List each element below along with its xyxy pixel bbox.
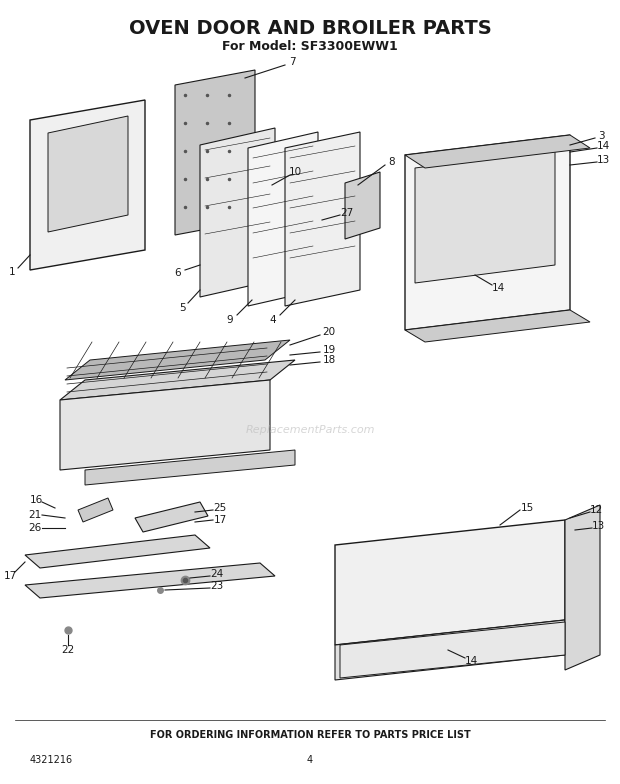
Text: 17: 17 xyxy=(3,571,17,581)
Polygon shape xyxy=(175,70,255,235)
Polygon shape xyxy=(48,116,128,232)
Text: FOR ORDERING INFORMATION REFER TO PARTS PRICE LIST: FOR ORDERING INFORMATION REFER TO PARTS … xyxy=(149,730,471,740)
Text: 14: 14 xyxy=(464,656,477,666)
Polygon shape xyxy=(135,502,208,532)
Text: 21: 21 xyxy=(29,510,42,520)
Text: 13: 13 xyxy=(596,155,609,165)
Text: OVEN DOOR AND BROILER PARTS: OVEN DOOR AND BROILER PARTS xyxy=(128,19,492,38)
Text: 24: 24 xyxy=(210,569,224,579)
Text: 13: 13 xyxy=(591,521,604,531)
Text: ReplacementParts.com: ReplacementParts.com xyxy=(246,425,374,435)
Text: 15: 15 xyxy=(520,503,534,513)
Text: 4: 4 xyxy=(270,315,277,325)
Polygon shape xyxy=(405,310,590,342)
Polygon shape xyxy=(285,132,360,306)
Text: 27: 27 xyxy=(340,208,353,218)
Polygon shape xyxy=(405,135,570,330)
Text: 4321216: 4321216 xyxy=(30,755,73,765)
Polygon shape xyxy=(25,563,275,598)
Text: 26: 26 xyxy=(29,523,42,533)
Text: 4: 4 xyxy=(307,755,313,765)
Text: 25: 25 xyxy=(213,503,227,513)
Text: 10: 10 xyxy=(288,167,301,177)
Text: 3: 3 xyxy=(598,131,604,141)
Text: 16: 16 xyxy=(29,495,43,505)
Polygon shape xyxy=(340,622,565,678)
Text: 6: 6 xyxy=(175,268,181,278)
Text: 19: 19 xyxy=(322,345,335,355)
Polygon shape xyxy=(65,340,290,380)
Text: 22: 22 xyxy=(61,645,74,655)
Text: 1: 1 xyxy=(9,267,16,277)
Polygon shape xyxy=(200,128,275,297)
Text: 12: 12 xyxy=(590,505,603,515)
Polygon shape xyxy=(335,620,565,680)
Text: 20: 20 xyxy=(322,327,335,337)
Polygon shape xyxy=(248,132,318,306)
Text: For Model: SF3300EWW1: For Model: SF3300EWW1 xyxy=(222,39,398,53)
Polygon shape xyxy=(25,535,210,568)
Polygon shape xyxy=(405,135,590,168)
Text: 9: 9 xyxy=(227,315,233,325)
Text: 17: 17 xyxy=(213,515,227,525)
Polygon shape xyxy=(415,150,555,283)
Polygon shape xyxy=(565,505,600,670)
Text: 18: 18 xyxy=(322,355,335,365)
Text: 7: 7 xyxy=(289,57,295,67)
Text: 14: 14 xyxy=(492,283,505,293)
Polygon shape xyxy=(85,450,295,485)
Polygon shape xyxy=(345,172,380,239)
Text: 8: 8 xyxy=(389,157,396,167)
Text: 14: 14 xyxy=(596,141,609,151)
Polygon shape xyxy=(78,498,113,522)
Polygon shape xyxy=(60,380,270,470)
Polygon shape xyxy=(30,100,145,270)
Polygon shape xyxy=(335,520,565,645)
Polygon shape xyxy=(60,360,295,400)
Text: 5: 5 xyxy=(179,303,185,313)
Text: 23: 23 xyxy=(210,581,224,591)
